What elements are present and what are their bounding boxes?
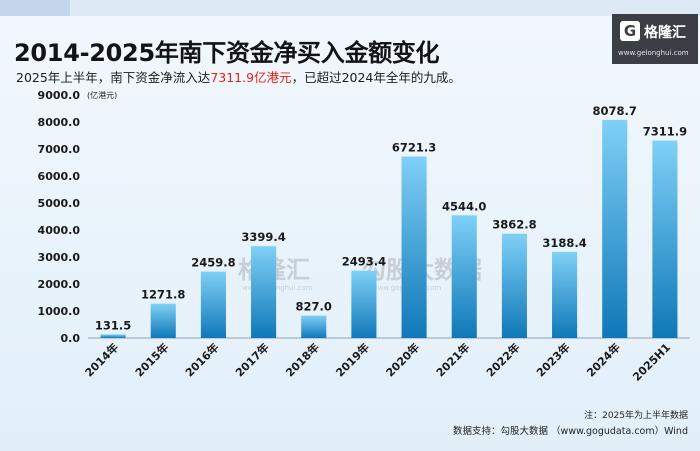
subtitle-text-post: ，已超过2024年全年的九成。	[291, 70, 461, 85]
value-label: 3188.4	[542, 236, 586, 250]
bar	[100, 334, 126, 338]
x-tick-label: 2021年	[433, 340, 472, 379]
y-tick-label: 1000.0	[38, 305, 81, 318]
value-label: 131.5	[95, 318, 131, 332]
value-label: 6721.3	[392, 141, 436, 155]
bar	[200, 271, 226, 338]
x-axis: 2014年 2015年 2016年 2017年 2018年 2019年 2020年 2021年…	[82, 340, 673, 383]
bar	[301, 315, 327, 338]
subtitle-text-pre: 2025年上半年，南下资金净流入达	[16, 70, 211, 85]
y-tick-label: 6000.0	[38, 170, 81, 183]
y-axis-unit: (亿港元)	[87, 90, 117, 100]
x-tick-label: 2023年	[533, 340, 572, 379]
bar	[602, 119, 628, 339]
bar	[401, 156, 427, 338]
bar	[451, 215, 477, 338]
value-label: 3399.4	[241, 230, 285, 244]
value-label: 4544.0	[442, 199, 486, 213]
x-tick-label: 2025H1	[630, 341, 673, 384]
bar	[251, 246, 277, 338]
logo-url: www.gelonghui.com	[618, 49, 689, 57]
x-tick-label: 2017年	[232, 340, 271, 379]
y-tick-label: 7000.0	[38, 143, 81, 156]
x-tick-label: 2020年	[383, 340, 422, 379]
y-tick-label: 0.0	[61, 332, 81, 345]
bar	[501, 233, 527, 338]
y-axis: 0.0 1000.0 2000.0 3000.0 4000.0 5000.0 6000.0 7…	[38, 89, 81, 345]
y-tick-label: 4000.0	[38, 224, 81, 237]
x-tick-label: 2016年	[182, 340, 221, 379]
y-tick-label: 3000.0	[38, 251, 81, 264]
bar	[150, 303, 176, 338]
x-tick-label: 2019年	[333, 340, 372, 379]
y-tick-label: 2000.0	[38, 278, 81, 291]
x-tick-label: 2024年	[584, 340, 623, 379]
x-tick-label: 2022年	[483, 340, 522, 379]
value-label: 7311.9	[643, 125, 687, 139]
value-label: 2459.8	[191, 256, 235, 270]
value-labels: 131.5 1271.8 2459.8 3399.4 827.0 2493.4 6721.3…	[95, 104, 687, 333]
bar-chart: 格隆汇 www.gelonghui.com 勾股大数据 www.gogudata…	[38, 89, 690, 384]
top-banner-accent	[0, 0, 70, 16]
value-label: 827.0	[296, 300, 332, 314]
logo-name: 格隆汇	[644, 25, 686, 41]
top-banner	[0, 0, 700, 16]
value-label: 3862.8	[492, 218, 536, 232]
bar	[652, 140, 678, 338]
x-tick-label: 2014年	[82, 340, 121, 379]
y-tick-label: 8000.0	[38, 116, 81, 129]
value-label: 2493.4	[342, 255, 386, 269]
y-tick-label: 9000.0	[38, 89, 81, 102]
footnote: 注：2025年为上半年数据	[584, 411, 688, 421]
brand-logo: G 格隆汇 www.gelonghui.com	[612, 14, 698, 64]
x-tick-label: 2018年	[283, 340, 322, 379]
chart-subtitle: 2025年上半年，南下资金净流入达7311.9亿港元，已超过2024年全年的九成…	[16, 67, 461, 86]
x-tick-label: 2015年	[132, 340, 171, 379]
bar	[351, 270, 377, 338]
logo-mark-icon: G	[620, 21, 640, 41]
bar	[552, 251, 578, 338]
watermark-url-left: www.gelonghui.com	[242, 284, 313, 292]
y-tick-label: 5000.0	[38, 197, 81, 210]
bars	[100, 119, 678, 339]
value-label: 1271.8	[141, 288, 185, 302]
chart-title: 2014-2025年南下资金净买入金额变化	[14, 39, 440, 67]
subtitle-highlight: 7311.9亿港元	[210, 70, 292, 85]
value-label: 8078.7	[593, 104, 637, 118]
data-source: 数据支持：勾股大数据 （www.gogudata.com）Wind	[453, 426, 688, 437]
